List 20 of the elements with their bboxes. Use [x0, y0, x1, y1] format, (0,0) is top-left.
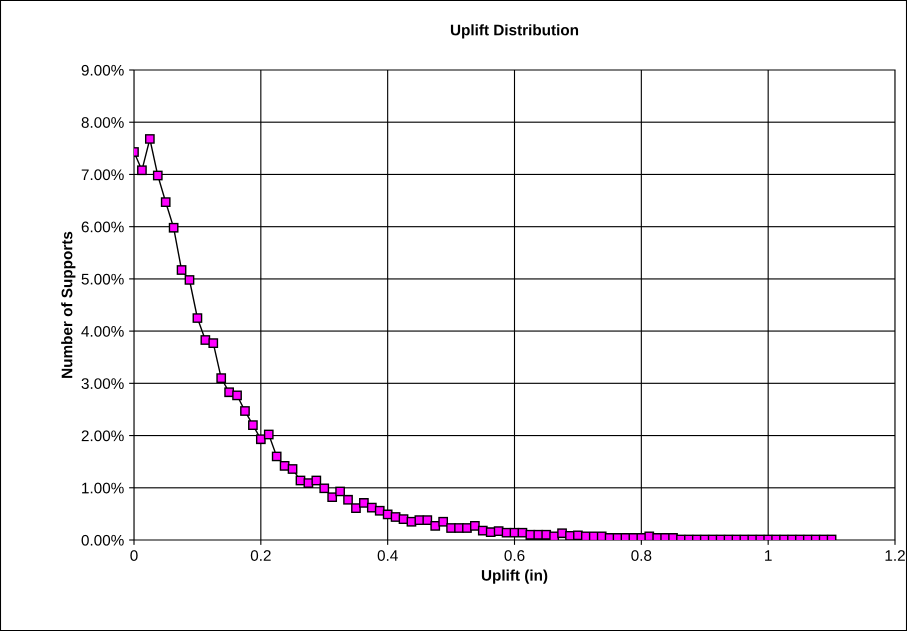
y-tick-label: 3.00% — [82, 378, 124, 390]
x-tick-label: 0.2 — [250, 550, 271, 561]
x-tick-label: 0 — [130, 550, 138, 561]
y-axis-title: Number of Supports — [61, 232, 76, 378]
y-tick-label: 0.00% — [82, 534, 124, 546]
x-axis-title: Uplift (in) — [482, 570, 548, 584]
y-tick-label: 1.00% — [82, 482, 124, 494]
y-tick-label: 8.00% — [82, 117, 124, 128]
x-tick-label: 1 — [765, 550, 772, 561]
x-tick-label: 0.4 — [378, 550, 398, 561]
x-tick-label: 1.2 — [886, 550, 905, 561]
x-tick-label: 0.8 — [631, 550, 652, 561]
y-tick-label: 5.00% — [82, 274, 124, 285]
y-tick-label: 2.00% — [82, 430, 124, 442]
chart-title: Uplift Distribution — [450, 24, 578, 38]
y-tick-label: 7.00% — [82, 169, 124, 180]
y-tick-label: 4.00% — [81, 326, 124, 337]
y-tick-label: 6.00% — [82, 222, 124, 232]
x-tick-label: 0.6 — [504, 550, 524, 561]
y-tick-label: 9.00% — [82, 64, 124, 76]
